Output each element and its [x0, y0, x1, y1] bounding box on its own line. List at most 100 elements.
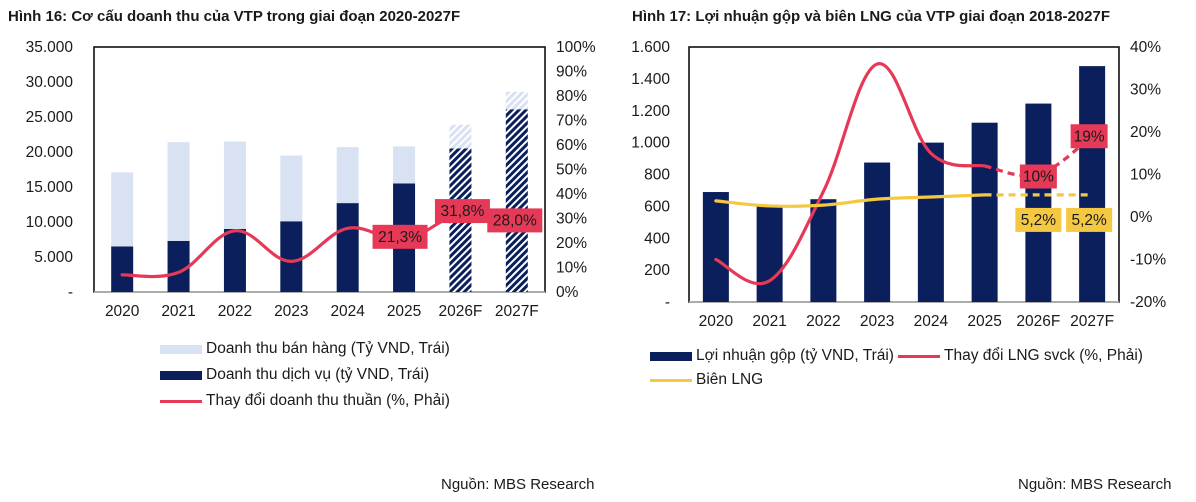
- x-axis-tick-label: 2025: [967, 313, 1001, 330]
- right-axis-tick-label: 20%: [1130, 124, 1161, 141]
- legend-line-swatch: [650, 378, 692, 382]
- x-axis-tick-label: 2026F: [1016, 313, 1060, 330]
- bar-primary: [756, 206, 783, 302]
- right-axis-tick-label: -10%: [1130, 252, 1166, 269]
- data-label-box: [1019, 164, 1057, 189]
- data-label: 10%: [1023, 169, 1054, 186]
- right-axis-tick-label: 100%: [556, 39, 596, 56]
- bar-primary: [280, 221, 303, 292]
- data-label-box: [372, 224, 428, 249]
- legend-label: Doanh thu dịch vụ (tỷ VND, Trái): [206, 366, 430, 384]
- bar-primary: [223, 229, 246, 292]
- left-axis-tick-label: 1.200: [631, 103, 670, 120]
- left-axis-tick-label: 10.000: [26, 214, 74, 231]
- right-axis-tick-label: 20%: [556, 235, 587, 252]
- bar-secondary: [336, 147, 359, 204]
- right-axis-tick-label: 30%: [1130, 82, 1161, 99]
- legend-line-swatch: [160, 399, 202, 403]
- bar-primary: [917, 142, 944, 302]
- left-axis-tick-label: 1.400: [631, 71, 670, 88]
- right-axis-tick-label: 30%: [556, 211, 587, 228]
- left-axis-tick-label: 30.000: [26, 74, 74, 91]
- x-axis-tick-label: 2023: [274, 303, 308, 320]
- x-axis-tick-label: 2027F: [1070, 313, 1114, 330]
- right-axis-tick-label: 90%: [556, 64, 587, 81]
- x-axis-tick-label: 2027F: [495, 303, 539, 320]
- bar-primary: [1025, 103, 1052, 302]
- data-label: 21,3%: [378, 229, 422, 246]
- legend-row: Doanh thu bán hàng (Tỷ VND, Trái): [160, 336, 450, 362]
- bar-primary: [336, 203, 359, 292]
- data-label-box: [1070, 124, 1108, 149]
- x-axis-tick-label: 2022: [218, 303, 252, 320]
- x-axis-tick-label: 2024: [914, 313, 949, 330]
- left-axis-tick-label: 5.000: [34, 249, 73, 266]
- bar-secondary: [449, 124, 472, 149]
- legend-row: Doanh thu dịch vụ (tỷ VND, Trái): [160, 362, 450, 388]
- legend-bar-swatch: [650, 351, 692, 361]
- right-axis-tick-label: 10%: [556, 260, 587, 277]
- data-label-box: [1066, 207, 1113, 232]
- bar-secondary: [223, 141, 246, 229]
- bar-secondary: [505, 91, 528, 110]
- legend-label: Doanh thu bán hàng (Tỷ VND, Trái): [206, 340, 450, 358]
- bar-primary: [111, 246, 134, 292]
- chart-17-title: Hình 17: Lợi nhuận gộp và biên LNG của V…: [632, 8, 1110, 25]
- chart-17: - 200 400 600 800 1.000 1.200 1.400 1.600 -20% -10…: [631, 39, 1166, 330]
- data-label: 19%: [1074, 128, 1105, 145]
- bar-primary: [505, 109, 528, 292]
- data-label-box: [487, 208, 543, 233]
- legend-row: Thay đổi doanh thu thuần (%, Phải): [160, 388, 450, 414]
- line-series-0: [714, 62, 987, 286]
- data-label: 28,0%: [493, 212, 537, 229]
- left-axis-tick-label: 15.000: [26, 179, 74, 196]
- x-axis-tick-label: 2020: [105, 303, 140, 320]
- x-axis-tick-label: 2021: [752, 313, 786, 330]
- bar-primary: [810, 199, 837, 302]
- chart-16-legend: Doanh thu bán hàng (Tỷ VND, Trái) Doanh t…: [160, 336, 450, 414]
- left-axis-tick-label: 400: [644, 230, 670, 247]
- right-axis-tick-label: 70%: [556, 113, 587, 130]
- right-axis-tick-label: 80%: [556, 88, 587, 105]
- plot-area-frame: [93, 46, 546, 293]
- right-axis-tick-label: 10%: [1130, 167, 1161, 184]
- x-axis-tick-label: 2021: [161, 303, 195, 320]
- left-axis-tick-label: 1.600: [631, 39, 670, 56]
- right-axis-tick-label: 60%: [556, 137, 587, 154]
- legend-label: Biên LNG: [696, 371, 764, 388]
- bar-primary: [702, 192, 729, 302]
- chart-16: - 5.000 10.000 15.000 20.000 25.000 30.000 35.0…: [26, 39, 596, 320]
- bar-secondary: [280, 155, 303, 222]
- line-series-0-forecast: [984, 134, 1094, 178]
- legend-line-swatch: [897, 354, 940, 358]
- bar-secondary: [167, 142, 190, 241]
- data-label: 31,8%: [440, 203, 484, 220]
- left-axis-tick-label: 25.000: [26, 109, 74, 126]
- legend-bar-swatch: [160, 370, 202, 380]
- right-axis-tick-label: -20%: [1130, 294, 1166, 311]
- bar-secondary: [111, 172, 134, 247]
- bar-primary: [864, 162, 891, 302]
- legend-bar-swatch: [160, 344, 202, 354]
- data-label-box: [1015, 207, 1062, 232]
- right-axis-tick-label: 50%: [556, 162, 587, 179]
- x-axis-tick-label: 2022: [806, 313, 840, 330]
- chart-17-source: Nguồn: MBS Research: [1018, 476, 1172, 493]
- bar-primary: [167, 240, 190, 292]
- data-label-box: [434, 199, 490, 224]
- left-axis-tick-label: 200: [644, 262, 670, 279]
- bar-primary: [971, 122, 998, 302]
- left-axis-tick-label: 20.000: [26, 144, 74, 161]
- legend-label: Thay đổi LNG svck (%, Phải): [943, 347, 1143, 364]
- left-axis-tick-label: 35.000: [26, 39, 74, 56]
- bar-primary: [1079, 66, 1106, 302]
- chart-16-title: Hình 16: Cơ cấu doanh thu của VTP trong …: [8, 8, 461, 25]
- legend-label: Thay đổi doanh thu thuần (%, Phải): [206, 392, 450, 410]
- right-axis-tick-label: 0%: [556, 284, 579, 301]
- x-axis-tick-label: 2024: [330, 303, 365, 320]
- chart-16-source: Nguồn: MBS Research: [441, 476, 595, 493]
- data-label: 5,2%: [1021, 212, 1057, 229]
- bar-secondary: [393, 146, 416, 184]
- left-axis-tick-label: 800: [644, 167, 670, 184]
- right-axis-tick-label: 0%: [1130, 209, 1153, 226]
